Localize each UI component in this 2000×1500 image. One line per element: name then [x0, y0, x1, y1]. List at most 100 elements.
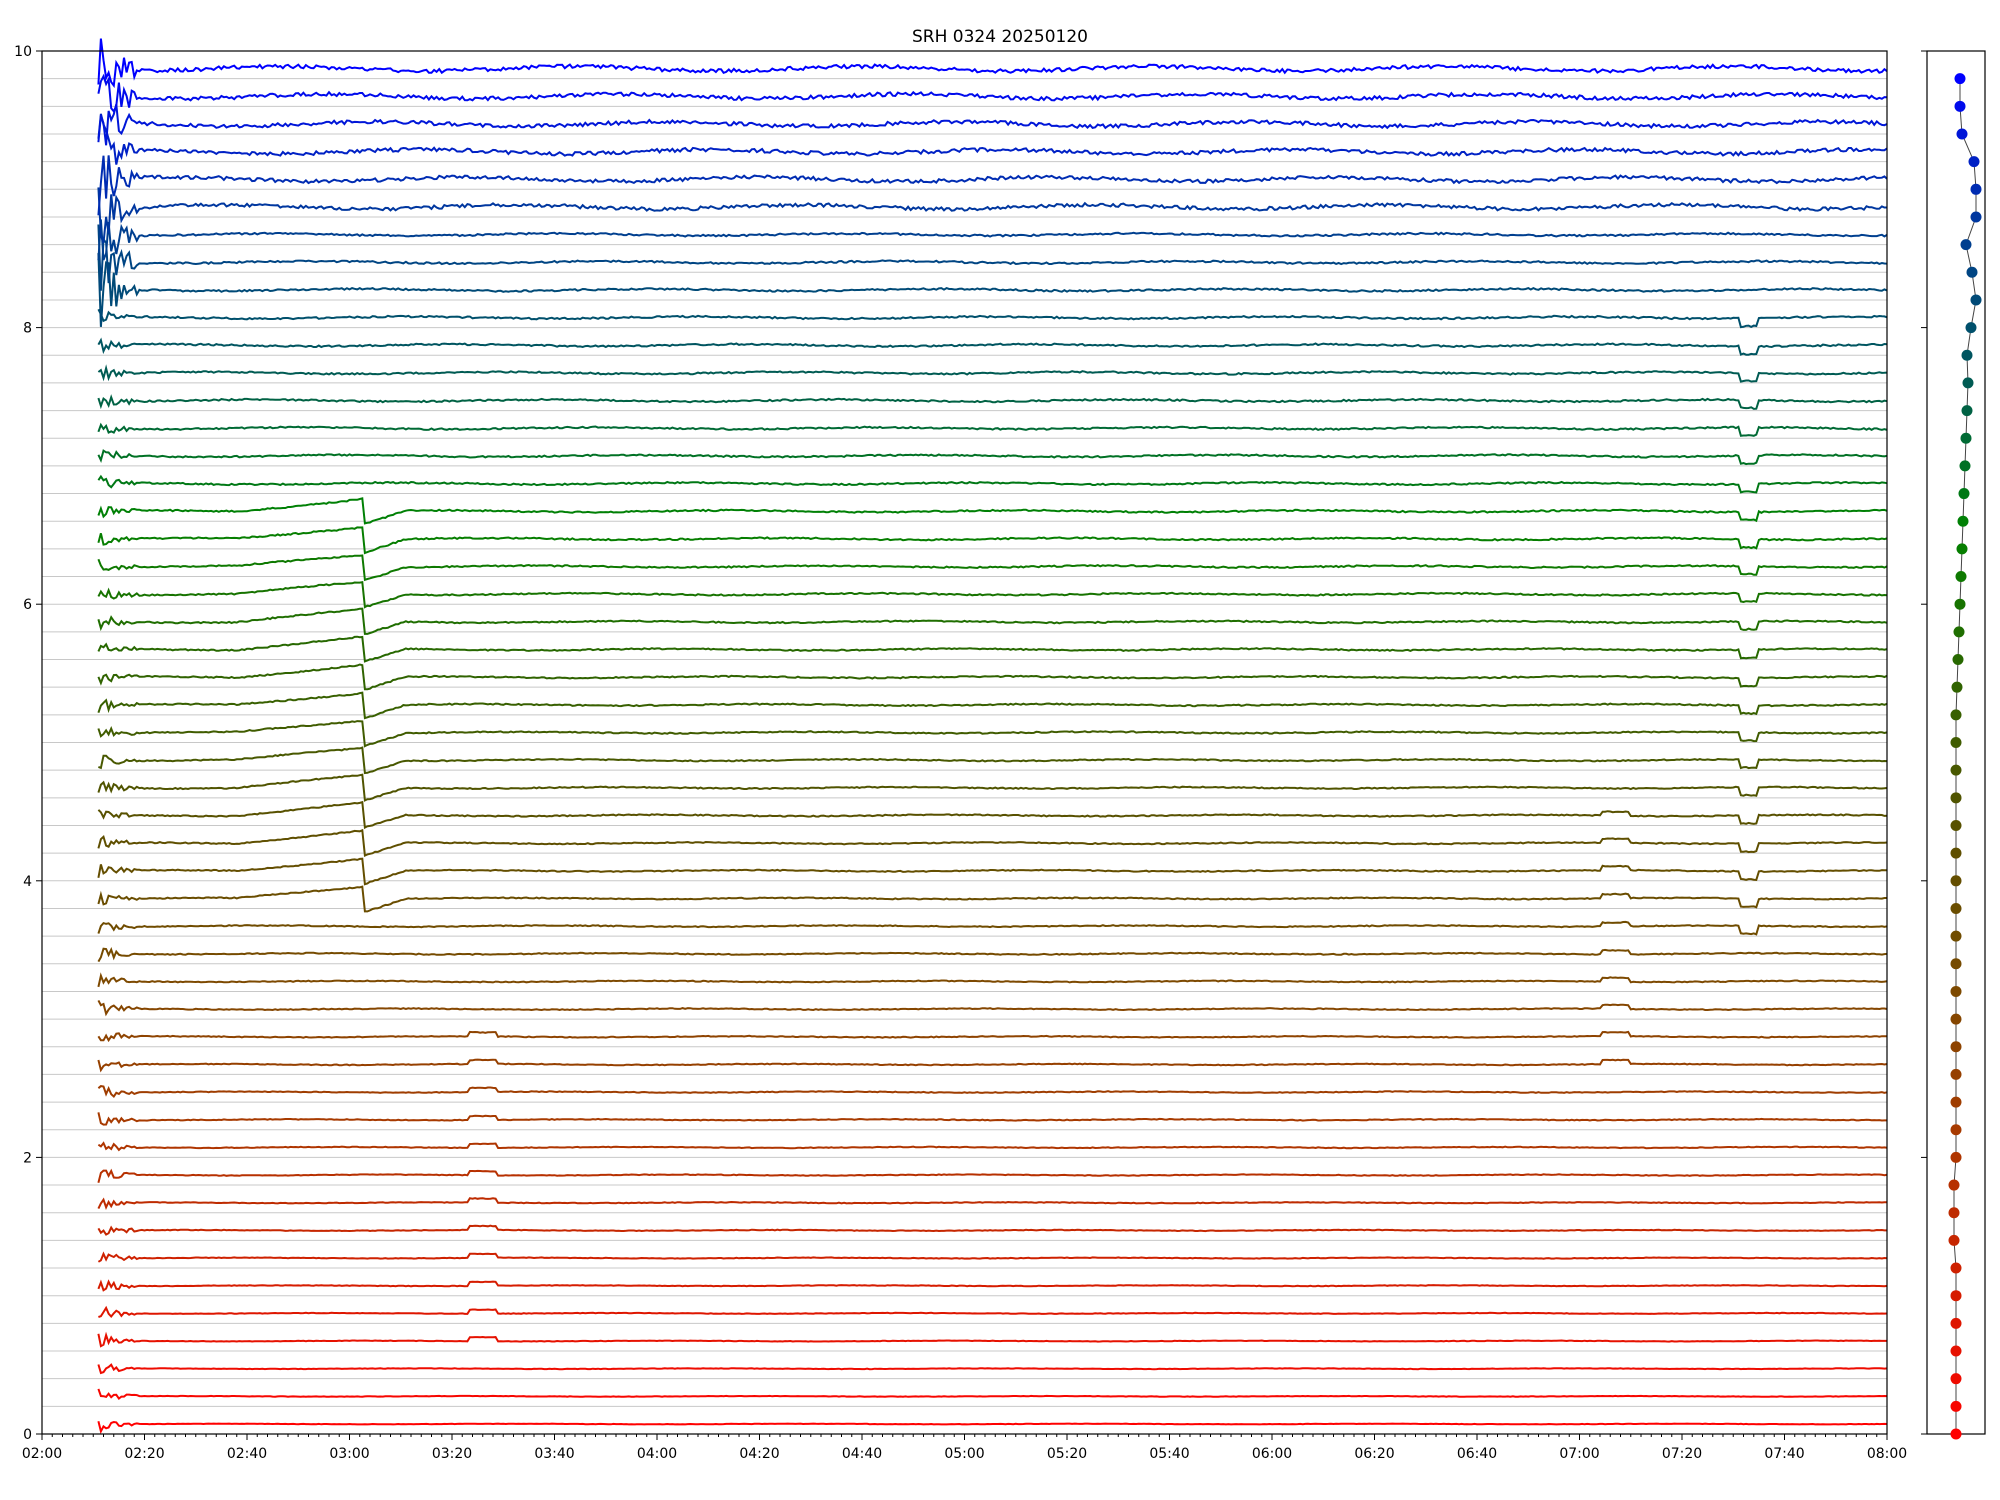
trace-line-9 [97, 1168, 1888, 1183]
trace-line-39 [97, 337, 1888, 356]
side-point-21 [1950, 847, 1962, 859]
trace-line-10 [97, 1141, 1888, 1152]
side-point-37 [1961, 405, 1973, 417]
side-point-28 [1952, 654, 1964, 666]
x-axis: 02:00 02:20 02:40 03:00 03:20 03:40 04:00 04:20… [22, 1434, 1907, 1462]
x-tick-label: 07:00 [1559, 1446, 1599, 1462]
trace-line-7 [97, 1224, 1887, 1236]
side-point-13 [1950, 1068, 1962, 1080]
side-point-15 [1950, 1013, 1962, 1025]
x-tick-label: 05:40 [1149, 1446, 1189, 1462]
trace-group [97, 38, 1888, 1435]
trace-line-37 [97, 394, 1888, 410]
side-point-47 [1956, 128, 1968, 140]
trace-line-25 [97, 720, 1888, 748]
trace-line-29 [97, 607, 1888, 635]
x-tick-label: 03:20 [432, 1446, 472, 1462]
side-point-46 [1968, 156, 1980, 168]
side-point-48 [1954, 100, 1966, 112]
trace-line-19 [97, 885, 1887, 913]
y-tick-label: 2 [23, 1150, 32, 1166]
y-tick-label: 0 [23, 1427, 32, 1443]
side-point-30 [1954, 598, 1966, 610]
side-point-14 [1950, 1041, 1962, 1053]
side-point-44 [1970, 211, 1982, 223]
side-point-26 [1950, 709, 1962, 721]
trace-line-49 [97, 38, 1888, 89]
x-tick-label: 06:20 [1354, 1446, 1394, 1462]
trace-line-35 [97, 449, 1888, 466]
side-point-2 [1950, 1373, 1962, 1385]
trace-line-12 [97, 1085, 1888, 1099]
x-tick-label: 03:00 [329, 1446, 369, 1462]
side-point-24 [1950, 764, 1962, 776]
trace-line-38 [97, 364, 1888, 383]
side-point-16 [1950, 985, 1962, 997]
y-tick-label: 10 [14, 44, 32, 60]
side-point-31 [1955, 571, 1967, 583]
trace-line-0 [97, 1420, 1888, 1435]
trace-line-48 [97, 73, 1888, 114]
side-point-35 [1959, 460, 1971, 472]
x-tick-label: 04:40 [842, 1446, 882, 1462]
x-tick-label: 07:40 [1764, 1446, 1804, 1462]
trace-line-2 [97, 1363, 1888, 1375]
side-point-32 [1956, 543, 1968, 555]
side-point-3 [1950, 1345, 1962, 1357]
side-point-34 [1958, 488, 1970, 500]
x-tick-label: 03:40 [534, 1446, 574, 1462]
trace-line-21 [97, 828, 1888, 857]
x-tick-label: 07:20 [1662, 1446, 1702, 1462]
trace-line-45 [97, 155, 1888, 216]
trace-line-22 [97, 800, 1888, 830]
trace-line-13 [97, 1058, 1888, 1073]
x-tick-label: 04:00 [637, 1446, 677, 1462]
trace-line-42 [97, 224, 1888, 291]
side-point-7 [1948, 1234, 1960, 1246]
side-point-9 [1948, 1179, 1960, 1191]
trace-line-41 [97, 253, 1888, 327]
trace-line-31 [97, 554, 1888, 582]
x-tick-label: 05:20 [1047, 1446, 1087, 1462]
side-point-25 [1950, 737, 1962, 748]
side-panel [1948, 73, 1982, 1440]
trace-line-6 [97, 1251, 1888, 1263]
side-point-23 [1950, 792, 1962, 804]
x-tick-label: 06:40 [1457, 1446, 1497, 1462]
side-point-10 [1950, 1151, 1962, 1163]
x-tick-label: 05:00 [944, 1446, 984, 1462]
side-point-43 [1960, 239, 1972, 251]
chart-title: SRH 0324 20250120 [912, 27, 1088, 47]
y-tick-label: 4 [23, 874, 32, 890]
trace-line-40 [97, 308, 1888, 329]
trace-line-32 [97, 526, 1888, 555]
side-point-45 [1970, 183, 1982, 195]
trace-line-11 [97, 1112, 1887, 1126]
x-tick-label: 08:00 [1867, 1446, 1907, 1462]
trace-line-24 [98, 746, 1888, 775]
side-point-22 [1950, 819, 1962, 831]
trace-line-20 [97, 857, 1888, 886]
side-point-27 [1951, 681, 1963, 693]
trace-line-15 [97, 999, 1888, 1017]
side-point-19 [1950, 902, 1962, 914]
trace-line-23 [97, 773, 1888, 802]
side-point-4 [1950, 1317, 1962, 1329]
trace-line-26 [97, 691, 1888, 720]
y-tick-label: 8 [23, 321, 32, 337]
y-tick-label: 6 [23, 597, 32, 613]
side-point-18 [1950, 930, 1962, 942]
side-point-39 [1961, 349, 1973, 361]
side-point-33 [1957, 515, 1969, 527]
side-point-6 [1950, 1262, 1962, 1274]
side-point-0 [1950, 1428, 1962, 1440]
x-tick-label: 02:40 [227, 1446, 267, 1462]
trace-line-14 [97, 1030, 1887, 1043]
side-point-49 [1954, 73, 1966, 85]
side-point-36 [1960, 432, 1972, 444]
trace-line-17 [97, 946, 1888, 963]
side-connector-line [1953, 78, 1977, 1434]
side-point-5 [1950, 1290, 1962, 1302]
trace-line-18 [97, 920, 1888, 936]
